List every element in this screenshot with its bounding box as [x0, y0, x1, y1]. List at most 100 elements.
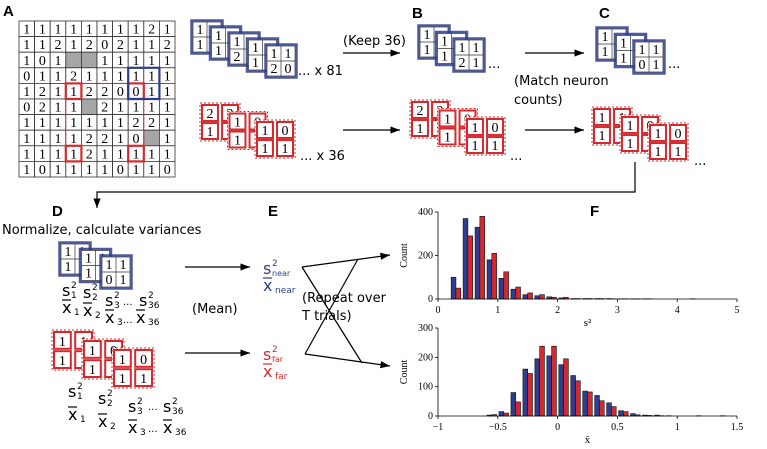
grid-cell-value: 1: [39, 23, 46, 38]
grid-cell-value: 1: [164, 85, 171, 100]
grid-cell-value: 2: [101, 132, 108, 147]
panel-label-f: F: [590, 203, 599, 220]
grid-cell-value: 2: [70, 69, 77, 84]
mean-label: x: [68, 405, 77, 424]
card-value: 1: [626, 137, 633, 152]
grid-cell-value: 1: [86, 69, 93, 84]
card-value: 1: [215, 29, 222, 44]
grid-cell-value: 1: [55, 101, 62, 116]
card-value: 1: [89, 363, 96, 378]
grid-cell-value: 1: [23, 163, 30, 178]
card-value: 1: [653, 43, 660, 58]
grid-cell-value: 1: [101, 69, 108, 84]
card-value: 1: [215, 44, 222, 59]
grid-cell-value: 1: [133, 38, 140, 53]
far-bar: [479, 216, 485, 300]
grid-cell-value: 2: [164, 38, 171, 53]
grid-cell-value: 1: [164, 116, 171, 131]
mean-label: x: [263, 362, 272, 381]
card-value: 0: [282, 124, 289, 139]
card-value: 1: [119, 372, 126, 387]
near-bar: [606, 402, 612, 417]
grid-cell-value: 1: [164, 101, 171, 116]
count-near-label: ... x 81: [298, 64, 343, 79]
grid-cell-value: 0: [39, 163, 46, 178]
near-bar: [618, 410, 624, 417]
grid-cell-value: 2: [148, 116, 155, 131]
card-value: 1: [598, 111, 605, 126]
x-tick-label: 1.5: [731, 422, 744, 433]
grid-cell-value: 1: [101, 54, 108, 69]
grid-cell-value: 1: [148, 163, 155, 178]
grid-cell-value: 1: [101, 116, 108, 131]
x-tick-label: 3: [615, 305, 620, 316]
card-value: 2: [206, 107, 213, 122]
far-bar: [551, 345, 557, 417]
card-value: 1: [89, 344, 96, 359]
card-value: 1: [473, 56, 480, 71]
mean-subscript: 3: [140, 428, 146, 438]
grid-cell-value: 1: [133, 54, 140, 69]
panel-label-c: C: [599, 5, 610, 22]
far-bar: [467, 235, 473, 300]
mean-label: x: [105, 308, 114, 327]
grid-cell-value: 1: [39, 38, 46, 53]
grid-cell-value: 2: [55, 38, 62, 53]
card-value: 1: [285, 47, 292, 62]
mean-label: x: [163, 418, 172, 437]
near-card: 1 12 1: [452, 37, 486, 73]
far-bar: [527, 373, 533, 417]
arrow-repeat-bottom: [304, 353, 391, 369]
grid-cell-value: 1: [55, 163, 62, 178]
grid-cell-value: 1: [23, 85, 30, 100]
x-tick-label: 4: [675, 305, 680, 316]
grid-cell-value: 2: [39, 85, 46, 100]
grid-cell: [81, 51, 98, 69]
grid-cell-value: 1: [39, 69, 46, 84]
near-bar: [522, 368, 529, 417]
variance-subscript: 1: [77, 392, 83, 402]
grid-cell-value: 1: [23, 132, 30, 147]
grid-cell-value: 1: [117, 132, 124, 147]
far-card: 1 01 1: [111, 347, 155, 389]
grid-cell-value: 1: [55, 85, 62, 100]
card-value: 0: [106, 273, 113, 288]
stacks: 1111121111202211011011111111212211011011…: [51, 19, 689, 389]
far-card: 1 01 1: [254, 119, 296, 159]
card-value: 1: [598, 129, 605, 144]
card-value: 1: [602, 45, 609, 60]
histogram-2: −1 −0.5 0 0.5 1 1.5 0 100 200 300 Count x̄: [399, 323, 743, 446]
card-value: 1: [119, 353, 126, 368]
variance-label: s: [263, 259, 271, 278]
repeat-label-2: T trials): [301, 309, 352, 324]
grid-cell-value: 1: [86, 116, 93, 131]
normalize-label: Normalize, calculate variances: [2, 223, 202, 238]
grid-cell-value: 0: [23, 69, 30, 84]
x-tick-label: 1: [675, 422, 680, 433]
grid-cell-value: 1: [148, 38, 155, 53]
variance-subscript: 3: [137, 407, 143, 417]
card-value: 2: [459, 56, 466, 71]
far-bar: [515, 286, 521, 300]
variance-label: s: [62, 281, 70, 300]
far-bar: [599, 400, 605, 417]
far-bar: [575, 380, 581, 417]
card-value: 1: [471, 121, 478, 136]
near-bar: [582, 390, 588, 417]
grid-cell-value: 1: [23, 147, 30, 162]
far-bar: [587, 391, 593, 417]
far-bar: [515, 401, 521, 417]
grid-cell-value: 1: [117, 23, 124, 38]
mean-label: x: [83, 301, 92, 320]
grid-cell-value: 0: [101, 38, 108, 53]
grid-cell-value: 1: [39, 147, 46, 162]
variance-superscript: 2: [172, 397, 178, 407]
far-neuron-highlight: [127, 144, 145, 163]
card-value: 1: [206, 125, 213, 140]
grid-cell-value: 1: [70, 147, 77, 162]
far-bar: [503, 271, 509, 300]
grid-cell-value: 1: [148, 69, 155, 84]
